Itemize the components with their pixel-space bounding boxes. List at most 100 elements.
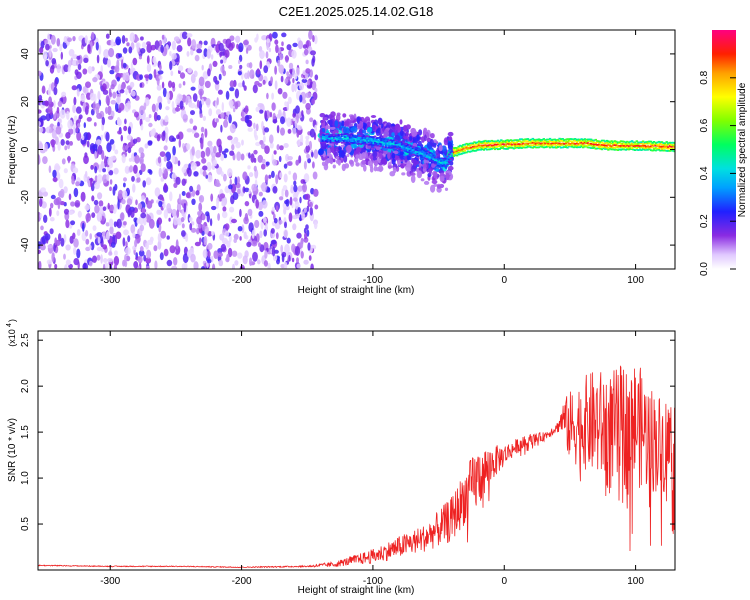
spectrogram-ridge-cell bbox=[402, 146, 405, 149]
spectrogram-speckle bbox=[273, 217, 278, 224]
spectrogram-ridge-cell bbox=[545, 142, 549, 144]
spectrogram-ridge-cell bbox=[465, 146, 468, 149]
spectrogram-ridge-cell bbox=[375, 143, 378, 145]
spectrogram-speckle bbox=[46, 259, 53, 265]
spectrogram-speckle bbox=[121, 59, 124, 70]
spectrogram-speckle bbox=[97, 90, 101, 101]
spectrogram-cloud bbox=[332, 164, 336, 169]
spectrogram-speckle bbox=[313, 149, 319, 159]
spectrogram-speckle bbox=[137, 202, 142, 210]
spectrogram-ridge-cell bbox=[626, 144, 629, 147]
spectrogram-ridge-cell bbox=[531, 137, 534, 140]
spectrogram-ridge-cell bbox=[534, 140, 538, 143]
spectrogram-ridge-cell bbox=[586, 144, 590, 146]
spectrogram-cloud bbox=[386, 122, 392, 128]
spectrogram-speckle bbox=[113, 255, 120, 266]
spectrogram-speckle bbox=[314, 124, 317, 133]
spectrogram-ridge-cell bbox=[552, 142, 555, 145]
spectrogram-ridge-cell bbox=[351, 136, 355, 139]
spectrogram-cloud bbox=[432, 143, 437, 148]
spectrogram-ridge-cell bbox=[594, 147, 597, 150]
spectrogram-ridge-cell bbox=[613, 140, 616, 142]
spectrogram-speckle bbox=[53, 100, 56, 109]
spectrogram-ridge-cell bbox=[366, 143, 369, 146]
spectrogram-speckle bbox=[91, 212, 96, 219]
spectrogram-ridge-cell bbox=[334, 134, 337, 137]
spectrogram-ridge-cell bbox=[643, 147, 646, 149]
spectrogram-ridge-cell bbox=[582, 142, 585, 145]
spectrogram-ridge-cell bbox=[567, 142, 571, 145]
spectrogram-ridge-cell bbox=[580, 145, 583, 148]
spectrogram-speckle bbox=[306, 153, 310, 159]
spectrogram-speckle bbox=[202, 224, 206, 232]
spectrogram-speckle bbox=[158, 167, 162, 178]
spectrogram-speckle bbox=[44, 100, 49, 107]
spectrogram-ridge-cell bbox=[455, 149, 459, 151]
spectrogram-ridge-cell bbox=[364, 143, 367, 145]
spectrogram-speckle bbox=[171, 137, 176, 142]
spectrogram-ridge-cell bbox=[567, 138, 571, 141]
spectrogram-ridge-cell bbox=[414, 152, 418, 155]
spectrogram-speckle bbox=[121, 154, 126, 164]
spectrogram-ridge-cell bbox=[515, 145, 519, 148]
spectrogram-ridge-cell bbox=[605, 146, 609, 149]
spectrogram-speckle bbox=[127, 209, 132, 216]
spectrogram-speckle bbox=[160, 230, 167, 239]
spectrogram-speckle bbox=[95, 41, 99, 51]
spectrogram-cloud bbox=[348, 159, 354, 165]
spectrogram-ridge-cell bbox=[351, 141, 355, 144]
spectrogram-speckle bbox=[309, 201, 313, 208]
spectrogram-ridge-cell bbox=[347, 135, 350, 138]
spectrogram-ridge-cell bbox=[517, 143, 520, 145]
spectrogram-ridge-cell bbox=[555, 144, 558, 147]
spectrogram-speckle bbox=[72, 232, 76, 240]
spectrogram-ridge-cell bbox=[616, 149, 620, 151]
spectrogram-speckle bbox=[76, 131, 82, 141]
spectrogram-ridge-cell bbox=[599, 144, 602, 147]
spectrogram-ridge-cell bbox=[402, 144, 405, 147]
spectrogram-ridge-cell bbox=[399, 143, 402, 146]
spectrogram-ridge-cell bbox=[366, 139, 369, 141]
spectrogram-speckle bbox=[158, 200, 163, 208]
spectrogram-speckle bbox=[156, 84, 162, 91]
spectrogram-ridge-cell bbox=[323, 138, 326, 140]
spectrogram-ridge-cell bbox=[440, 163, 443, 166]
spectrogram-ridge-cell bbox=[422, 155, 426, 158]
spectrogram-ridge-cell bbox=[616, 146, 620, 149]
spectrogram-speckle bbox=[113, 167, 119, 175]
spectrogram-cloud bbox=[331, 145, 335, 154]
spectrogram-ridge-cell bbox=[555, 142, 558, 145]
spectrogram-speckle bbox=[85, 213, 91, 222]
spectrogram-ridge-cell bbox=[345, 138, 348, 140]
spectrogram-speckle bbox=[123, 125, 128, 132]
spectrogram-ridge-cell bbox=[385, 146, 388, 149]
spectrogram-ridge-cell bbox=[665, 141, 668, 143]
spectrogram-ridge-cell bbox=[403, 150, 407, 152]
spectrogram-ridge-cell bbox=[652, 144, 656, 146]
spectrogram-ridge-cell bbox=[340, 138, 344, 140]
colorbar-tick-label: 0.4 bbox=[699, 166, 710, 180]
spectrogram-ridge-cell bbox=[544, 140, 547, 143]
spectrogram-speckle bbox=[54, 136, 59, 145]
spectrogram-ridge-cell bbox=[665, 143, 668, 146]
spectrogram-speckle bbox=[191, 189, 196, 197]
spectrogram-speckle bbox=[305, 59, 309, 65]
spectrogram-speckle bbox=[229, 150, 235, 156]
spectrogram-speckle bbox=[303, 160, 307, 170]
spectrogram-ridge-cell bbox=[322, 133, 325, 136]
spectrogram-ridge-cell bbox=[632, 148, 635, 151]
spectrogram-ridge-cell bbox=[385, 138, 388, 141]
spectrogram-ridge-cell bbox=[459, 144, 462, 147]
spectrogram-speckle bbox=[237, 71, 242, 76]
spectrogram-speckle bbox=[123, 177, 127, 182]
spectrogram-ridge-cell bbox=[369, 143, 372, 146]
spectrogram-speckle bbox=[305, 68, 311, 74]
spectrogram-ridge-cell bbox=[550, 139, 553, 141]
spectrogram-ridge-cell bbox=[441, 157, 445, 160]
spectrogram-speckle bbox=[196, 216, 203, 225]
spectrogram-ridge-cell bbox=[444, 163, 448, 166]
spectrogram-speckle bbox=[231, 144, 235, 151]
spectrogram-speckle bbox=[94, 204, 100, 214]
spectrogram-ridge-cell bbox=[550, 144, 553, 147]
spectrogram-ridge-cell bbox=[548, 140, 552, 142]
